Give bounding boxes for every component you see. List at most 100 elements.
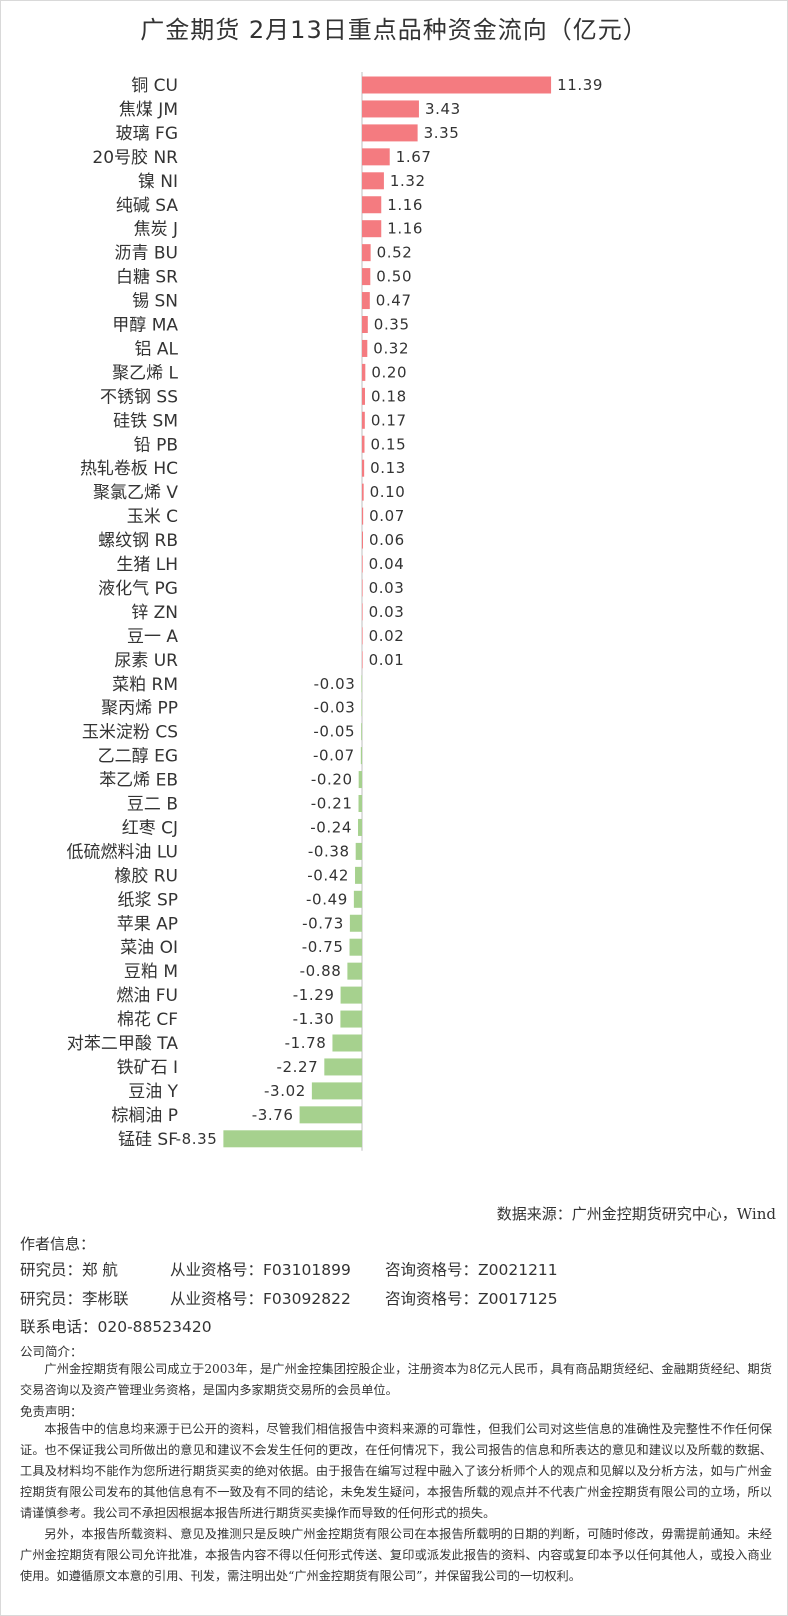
disclaimer-paragraph: 本报告中的信息均来源于已公开的资料，尽管我们相信报告中资料来源的可靠性，但我们公… bbox=[20, 1422, 772, 1520]
category-label: 豆二 B bbox=[127, 795, 178, 815]
bar bbox=[362, 196, 382, 214]
category-label: 玉米 C bbox=[127, 507, 178, 527]
category-label: 铅 PB bbox=[134, 435, 178, 455]
data-label: 3.35 bbox=[424, 124, 460, 142]
data-label: -3.02 bbox=[264, 1082, 306, 1100]
category-label: 硅铁 SM bbox=[113, 411, 178, 431]
category-label: 纸浆 SP bbox=[118, 890, 178, 910]
bar bbox=[362, 579, 363, 597]
researcher-row: 研究员：郑 航 从业资格号：F03101899 咨询资格号：Z0021211 bbox=[20, 1258, 558, 1280]
category-label: 玉米淀粉 CS bbox=[82, 723, 178, 743]
bar bbox=[362, 435, 365, 453]
bar bbox=[299, 1106, 362, 1124]
bar bbox=[362, 339, 368, 357]
data-label: -0.38 bbox=[308, 842, 350, 860]
bar bbox=[340, 986, 362, 1004]
data-label: -0.20 bbox=[311, 771, 353, 789]
researcher-consult: 咨询资格号：Z0017125 bbox=[385, 1290, 558, 1308]
data-label: 0.01 bbox=[369, 651, 405, 669]
bar bbox=[349, 938, 362, 956]
bar bbox=[362, 268, 371, 286]
bar bbox=[362, 148, 390, 166]
category-label: 橡胶 RU bbox=[114, 866, 178, 886]
data-label: 1.32 bbox=[390, 172, 426, 190]
bar bbox=[362, 76, 552, 94]
bar bbox=[362, 459, 365, 477]
category-label: 沥青 BU bbox=[114, 244, 178, 264]
bar bbox=[358, 795, 362, 812]
bar bbox=[362, 555, 363, 573]
data-label: 0.07 bbox=[369, 507, 405, 525]
bar bbox=[349, 914, 362, 932]
category-label: 红枣 CJ bbox=[122, 818, 178, 838]
category-label: 尿素 UR bbox=[114, 651, 178, 671]
bar bbox=[358, 818, 362, 836]
category-label: 纯碱 SA bbox=[116, 196, 179, 216]
bar bbox=[362, 124, 418, 142]
data-label: 1.67 bbox=[396, 148, 432, 166]
data-label: 1.16 bbox=[387, 196, 423, 214]
bar bbox=[361, 699, 362, 717]
category-label: 豆油 Y bbox=[128, 1082, 178, 1102]
data-label: 1.16 bbox=[387, 220, 423, 238]
bar bbox=[347, 962, 362, 980]
data-label: -0.24 bbox=[310, 818, 352, 836]
data-label: -8.35 bbox=[176, 1130, 218, 1148]
category-label: 菜粕 RM bbox=[112, 675, 178, 695]
category-label: 锡 SN bbox=[132, 292, 178, 312]
category-label: 对苯二甲酸 TA bbox=[67, 1034, 178, 1054]
bar bbox=[362, 483, 364, 501]
data-label: -0.05 bbox=[313, 723, 355, 741]
category-label: 焦炭 J bbox=[134, 220, 178, 240]
data-label: -0.07 bbox=[313, 747, 355, 765]
category-label: 乙二醇 EG bbox=[98, 747, 178, 767]
category-label: 聚丙烯 PP bbox=[101, 699, 178, 719]
data-label: -0.03 bbox=[314, 675, 356, 693]
bar bbox=[324, 1058, 362, 1076]
bar bbox=[355, 866, 362, 884]
data-label: 0.02 bbox=[369, 627, 405, 645]
bar bbox=[332, 1034, 362, 1052]
data-label: -0.42 bbox=[307, 866, 349, 884]
company-header: 公司简介： bbox=[20, 1344, 83, 1359]
bar bbox=[362, 292, 370, 310]
bar bbox=[340, 1010, 362, 1028]
bar bbox=[362, 363, 366, 381]
data-label: -3.76 bbox=[252, 1106, 294, 1124]
category-label: 焦煤 JM bbox=[119, 100, 178, 120]
category-label: 生猪 LH bbox=[116, 555, 178, 575]
bar bbox=[360, 747, 362, 765]
researcher-row: 研究员：李彬联 从业资格号：F03092822 咨询资格号：Z0017125 bbox=[20, 1287, 558, 1309]
researcher-consult: 咨询资格号：Z0021211 bbox=[385, 1261, 558, 1279]
data-label: -0.49 bbox=[306, 890, 348, 908]
bar bbox=[362, 220, 382, 238]
data-label: 11.39 bbox=[557, 76, 603, 94]
data-label: -1.78 bbox=[285, 1034, 327, 1052]
category-label: 低硫燃料油 LU bbox=[67, 842, 178, 862]
company-intro: 广州金控期货有限公司成立于2003年，是广州金控集团控股企业，注册资本为8亿元人… bbox=[20, 1362, 772, 1397]
data-source: 数据来源：广州金控期货研究中心，Wind bbox=[496, 1205, 776, 1223]
category-label: 聚氯乙烯 V bbox=[93, 483, 178, 503]
data-label: -2.27 bbox=[277, 1058, 319, 1076]
category-label: 苹果 AP bbox=[117, 914, 178, 934]
data-label: 0.18 bbox=[371, 387, 407, 405]
category-label: 液化气 PG bbox=[98, 579, 178, 599]
category-label: 棉花 CF bbox=[117, 1010, 178, 1030]
author-header: 作者信息： bbox=[20, 1235, 96, 1253]
data-label: -0.88 bbox=[300, 962, 342, 980]
data-label: -0.21 bbox=[311, 795, 353, 813]
bar bbox=[362, 244, 371, 262]
data-label: 0.17 bbox=[371, 411, 407, 429]
category-label: 甲醇 MA bbox=[112, 316, 178, 336]
data-label: 0.13 bbox=[370, 459, 406, 477]
category-label: 豆粕 M bbox=[124, 962, 178, 982]
bar bbox=[353, 890, 362, 908]
researcher-name: 研究员：李彬联 bbox=[20, 1290, 129, 1308]
bar bbox=[362, 172, 384, 190]
data-label: 3.43 bbox=[425, 100, 461, 118]
researcher-name: 研究员：郑 航 bbox=[20, 1261, 118, 1279]
data-label: 0.03 bbox=[369, 579, 405, 597]
data-label: 0.10 bbox=[370, 483, 406, 501]
category-label: 玻璃 FG bbox=[116, 124, 178, 144]
bar bbox=[311, 1082, 362, 1100]
